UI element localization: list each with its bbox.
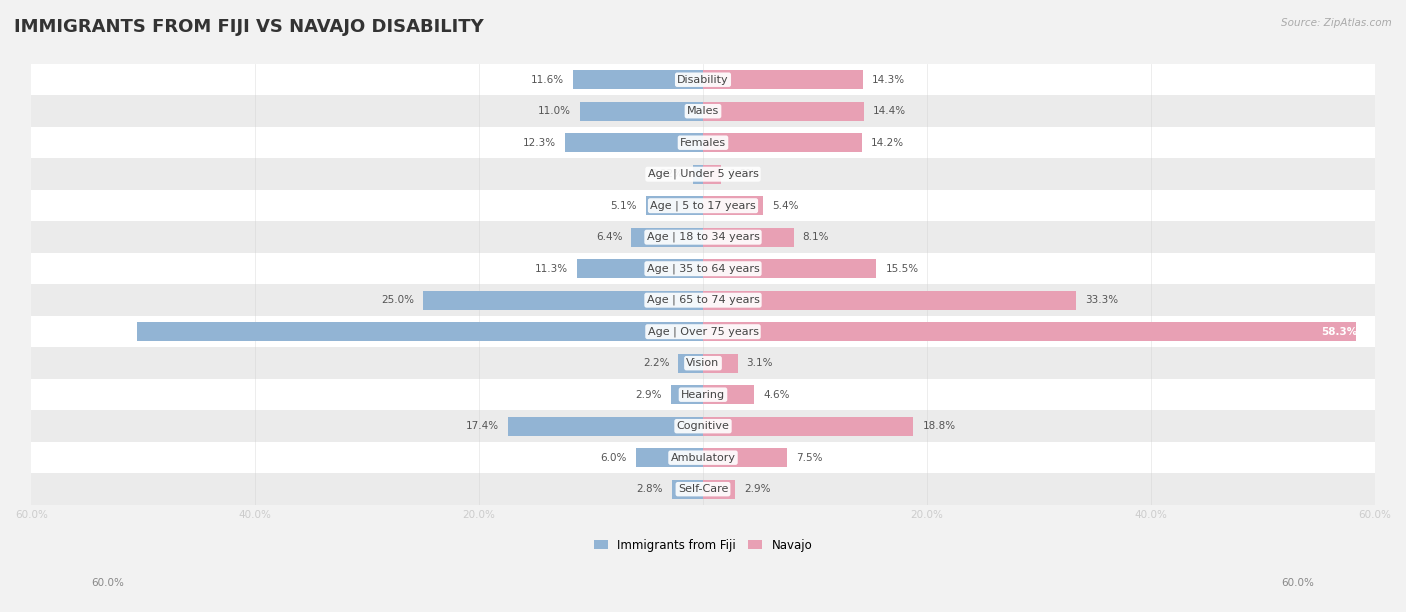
Bar xyxy=(565,133,703,152)
Bar xyxy=(31,474,1375,505)
Bar xyxy=(31,64,1375,95)
Bar xyxy=(703,323,1355,341)
Bar xyxy=(703,259,876,278)
Text: 58.3%: 58.3% xyxy=(1322,327,1358,337)
Text: 60.0%: 60.0% xyxy=(91,578,124,588)
Bar xyxy=(31,411,1375,442)
Text: 1.6%: 1.6% xyxy=(730,169,756,179)
Text: 7.5%: 7.5% xyxy=(796,453,823,463)
Bar xyxy=(703,196,763,215)
Text: 11.0%: 11.0% xyxy=(538,106,571,116)
Text: 6.0%: 6.0% xyxy=(600,453,627,463)
Bar xyxy=(579,102,703,121)
Bar xyxy=(31,348,1375,379)
Text: 33.3%: 33.3% xyxy=(1084,295,1118,305)
Bar xyxy=(703,291,1076,310)
Text: 14.2%: 14.2% xyxy=(870,138,904,147)
Bar xyxy=(31,190,1375,222)
Text: 2.8%: 2.8% xyxy=(636,484,662,494)
Bar xyxy=(423,291,703,310)
Text: 14.3%: 14.3% xyxy=(872,75,905,84)
Bar xyxy=(703,480,735,499)
Bar xyxy=(703,448,787,467)
Bar xyxy=(671,385,703,404)
Text: 2.2%: 2.2% xyxy=(643,358,669,368)
Bar xyxy=(703,385,755,404)
Text: Age | 65 to 74 years: Age | 65 to 74 years xyxy=(647,295,759,305)
Bar xyxy=(645,196,703,215)
Bar xyxy=(703,228,793,247)
Bar xyxy=(576,259,703,278)
Text: Source: ZipAtlas.com: Source: ZipAtlas.com xyxy=(1281,18,1392,28)
Text: 3.1%: 3.1% xyxy=(747,358,773,368)
Text: Females: Females xyxy=(681,138,725,147)
Text: Age | Under 5 years: Age | Under 5 years xyxy=(648,169,758,179)
Text: 25.0%: 25.0% xyxy=(381,295,415,305)
Bar xyxy=(678,354,703,373)
Text: Age | 5 to 17 years: Age | 5 to 17 years xyxy=(650,201,756,211)
Bar xyxy=(574,70,703,89)
Bar xyxy=(703,165,721,184)
Bar xyxy=(31,95,1375,127)
Text: 12.3%: 12.3% xyxy=(523,138,557,147)
Bar xyxy=(636,448,703,467)
Text: Age | Over 75 years: Age | Over 75 years xyxy=(648,326,758,337)
Text: 18.8%: 18.8% xyxy=(922,421,956,431)
Bar xyxy=(31,316,1375,348)
Text: IMMIGRANTS FROM FIJI VS NAVAJO DISABILITY: IMMIGRANTS FROM FIJI VS NAVAJO DISABILIT… xyxy=(14,18,484,36)
Bar xyxy=(31,253,1375,285)
Bar xyxy=(703,133,862,152)
Text: 15.5%: 15.5% xyxy=(886,264,918,274)
Text: 17.4%: 17.4% xyxy=(467,421,499,431)
Bar xyxy=(31,285,1375,316)
Text: Males: Males xyxy=(688,106,718,116)
Text: 60.0%: 60.0% xyxy=(1282,578,1315,588)
Bar xyxy=(672,480,703,499)
Bar xyxy=(31,159,1375,190)
Text: Age | 18 to 34 years: Age | 18 to 34 years xyxy=(647,232,759,242)
Text: 6.4%: 6.4% xyxy=(596,232,623,242)
Text: Vision: Vision xyxy=(686,358,720,368)
Legend: Immigrants from Fiji, Navajo: Immigrants from Fiji, Navajo xyxy=(589,534,817,556)
Text: Hearing: Hearing xyxy=(681,390,725,400)
Bar xyxy=(703,70,863,89)
Text: Ambulatory: Ambulatory xyxy=(671,453,735,463)
Bar xyxy=(31,379,1375,411)
Text: 11.3%: 11.3% xyxy=(534,264,568,274)
Text: 11.6%: 11.6% xyxy=(531,75,564,84)
Text: 50.6%: 50.6% xyxy=(48,327,84,337)
Bar xyxy=(31,127,1375,159)
Bar xyxy=(136,323,703,341)
Text: 0.92%: 0.92% xyxy=(651,169,683,179)
Bar xyxy=(31,442,1375,474)
Bar xyxy=(31,222,1375,253)
Bar xyxy=(508,417,703,436)
Bar xyxy=(703,102,865,121)
Bar xyxy=(631,228,703,247)
Text: Cognitive: Cognitive xyxy=(676,421,730,431)
Text: 14.4%: 14.4% xyxy=(873,106,907,116)
Text: 4.6%: 4.6% xyxy=(763,390,790,400)
Text: 2.9%: 2.9% xyxy=(744,484,770,494)
Text: Self-Care: Self-Care xyxy=(678,484,728,494)
Text: 5.1%: 5.1% xyxy=(610,201,637,211)
Bar xyxy=(703,354,738,373)
Bar xyxy=(693,165,703,184)
Text: 2.9%: 2.9% xyxy=(636,390,662,400)
Text: 8.1%: 8.1% xyxy=(803,232,830,242)
Text: Disability: Disability xyxy=(678,75,728,84)
Bar xyxy=(703,417,914,436)
Text: Age | 35 to 64 years: Age | 35 to 64 years xyxy=(647,263,759,274)
Text: 5.4%: 5.4% xyxy=(772,201,799,211)
